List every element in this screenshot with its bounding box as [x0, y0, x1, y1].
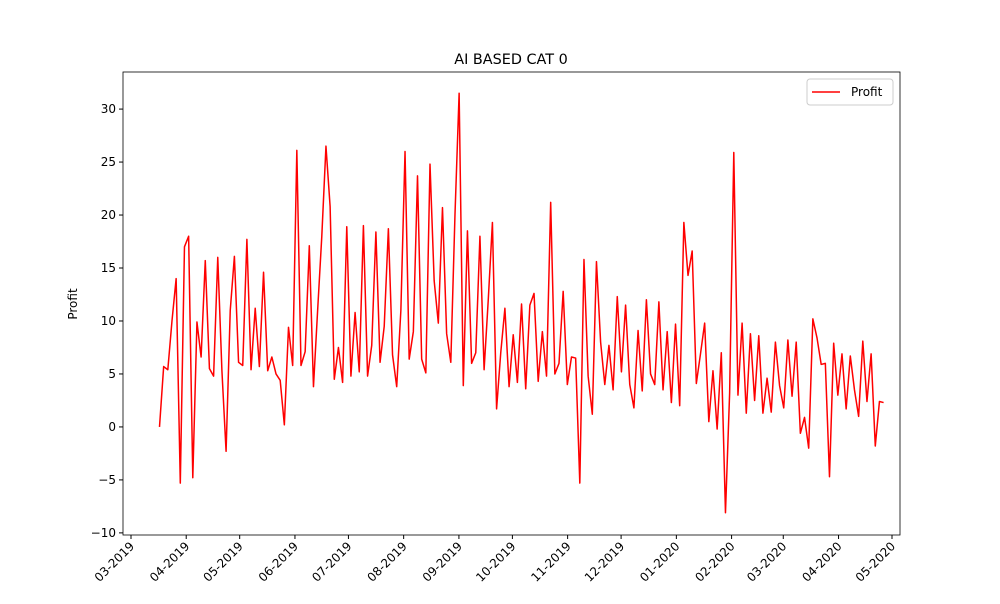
x-tick-label: 02-2020: [692, 539, 737, 584]
x-tick-label: 10-2019: [473, 539, 518, 584]
y-tick-label: 15: [101, 261, 116, 275]
y-axis-label: Profit: [66, 288, 80, 320]
x-tick-label: 12-2019: [582, 539, 627, 584]
legend-label: Profit: [851, 85, 883, 99]
x-tick-label: 01-2020: [637, 539, 682, 584]
data-line: [158, 92, 884, 514]
x-tick-label: 06-2019: [256, 539, 301, 584]
x-tick-label: 08-2019: [364, 539, 409, 584]
y-tick-label: 10: [101, 314, 116, 328]
axes-frame: [122, 71, 901, 536]
x-tick-label: 07-2019: [309, 539, 354, 584]
y-tick-label: 20: [101, 208, 116, 222]
chart-title: AI BASED CAT 0: [454, 52, 568, 68]
x-tick-label: 03-2020: [744, 539, 789, 584]
x-tick-label: 09-2019: [420, 539, 465, 584]
x-tick-label: 04-2019: [147, 539, 192, 584]
y-tick-label: 25: [101, 155, 116, 169]
y-tick-label: 5: [108, 367, 116, 381]
x-tick-label: 04-2020: [799, 539, 844, 584]
x-tick-label: 03-2019: [92, 539, 137, 584]
legend-box: [806, 78, 894, 106]
y-tick-label: 30: [101, 102, 116, 116]
y-tick-label: −10: [91, 526, 116, 540]
y-tick-label: −5: [98, 473, 116, 487]
x-tick-label: 05-2020: [853, 539, 898, 584]
x-tick-label: 05-2019: [200, 539, 245, 584]
y-tick-label: 0: [108, 420, 116, 434]
x-tick-label: 11-2019: [528, 539, 573, 584]
